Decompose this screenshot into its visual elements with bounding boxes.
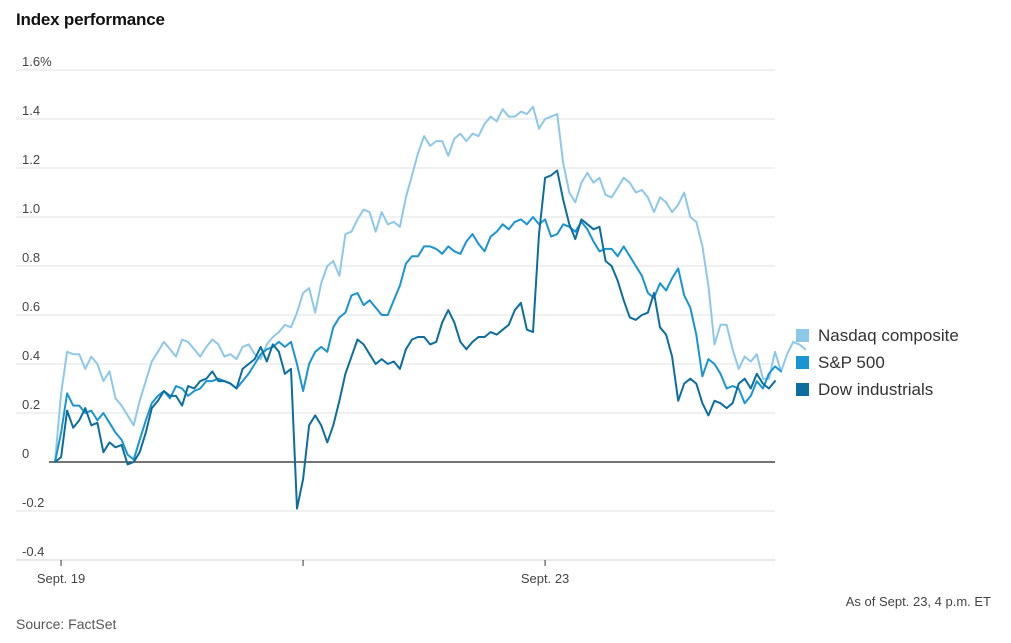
y-tick-label: -0.2 xyxy=(22,495,44,510)
grid-lines xyxy=(16,69,775,561)
series-lines xyxy=(54,105,807,510)
x-tick-label: Sept. 19 xyxy=(37,571,85,586)
y-tick-label: 0.6 xyxy=(22,299,40,314)
y-tick-label: 1.2 xyxy=(22,152,40,167)
series-line-nasdaq xyxy=(54,105,807,463)
legend-label-sp500: S&P 500 xyxy=(818,352,885,372)
y-tick-label: 0.2 xyxy=(22,397,40,412)
legend-item-sp500: S&P 500 xyxy=(796,349,959,376)
legend: Nasdaq composite S&P 500 Dow industrials xyxy=(796,322,959,403)
y-tick-label: 1.0 xyxy=(22,201,40,216)
legend-item-dow: Dow industrials xyxy=(796,376,959,403)
y-tick-label: 0.8 xyxy=(22,250,40,265)
legend-label-nasdaq: Nasdaq composite xyxy=(818,325,959,345)
y-tick-label: -0.4 xyxy=(22,544,44,559)
x-axis: Sept. 19 Sept. 23 xyxy=(16,559,775,586)
y-tick-label: 1.4 xyxy=(22,103,40,118)
legend-swatch-dow xyxy=(796,383,809,396)
chart-title: Index performance xyxy=(16,10,165,29)
legend-swatch-sp500 xyxy=(796,356,809,369)
series-line-sp500 xyxy=(54,216,783,463)
series-line-dow xyxy=(54,169,776,510)
y-tick-label: 0.4 xyxy=(22,348,40,363)
y-axis-labels: 1.6% 1.4 1.2 1.0 0.8 0.6 0.4 0.2 0 -0.2 -0.4 xyxy=(22,54,52,559)
timestamp-note: As of Sept. 23, 4 p.m. ET xyxy=(845,594,991,609)
legend-swatch-nasdaq xyxy=(796,329,809,342)
legend-label-dow: Dow industrials xyxy=(818,379,934,399)
x-tick-label: Sept. 23 xyxy=(521,571,569,586)
legend-item-nasdaq: Nasdaq composite xyxy=(796,322,959,349)
source-credit: Source: FactSet xyxy=(16,616,117,632)
y-tick-label: 1.6% xyxy=(22,54,52,69)
y-tick-label: 0 xyxy=(22,446,29,461)
